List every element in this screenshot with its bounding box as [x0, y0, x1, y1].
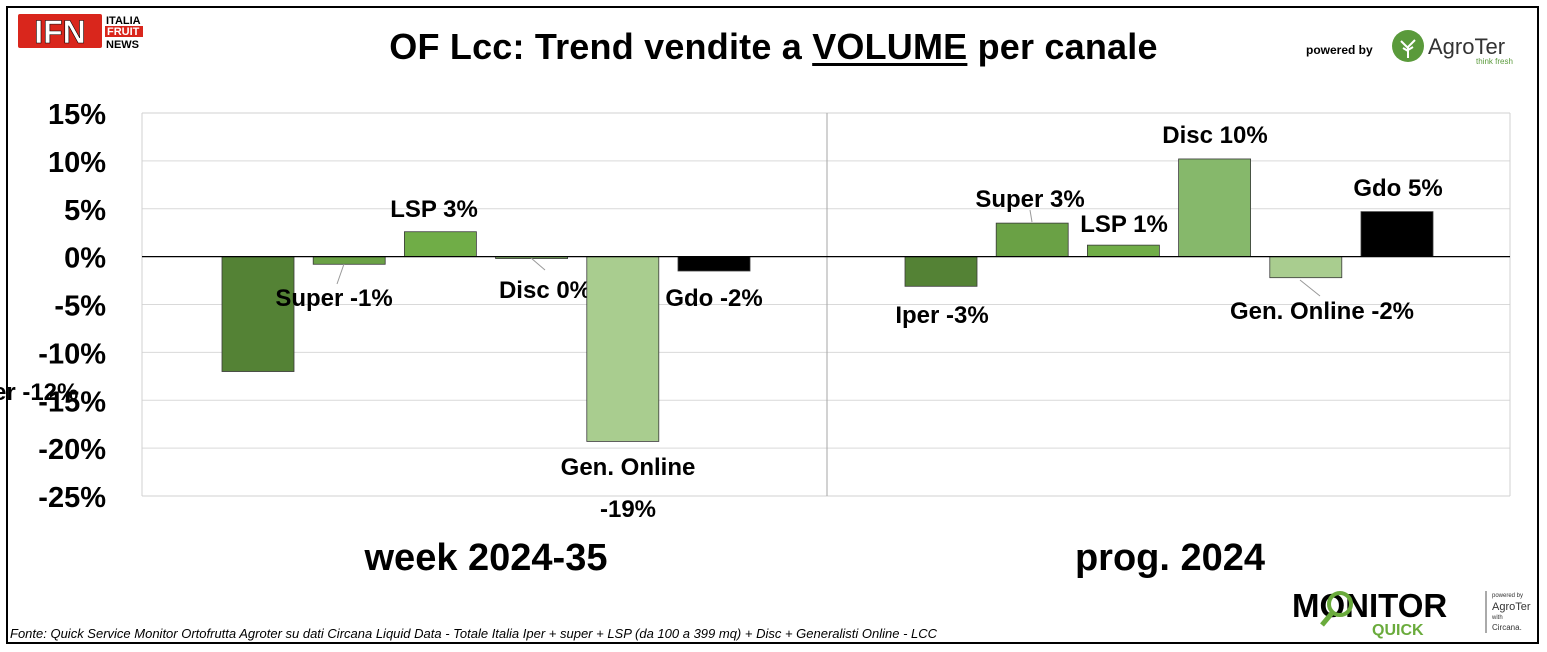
- logo-main-text: IFN: [34, 14, 86, 50]
- y-tick-label: -20%: [38, 434, 106, 466]
- y-tick-label: -10%: [38, 338, 106, 370]
- bar-gen-online-2: [1269, 256, 1343, 279]
- data-label: LSP 1%: [1080, 211, 1168, 238]
- data-label: Disc 10%: [1162, 122, 1267, 149]
- monitor-word: MONITOR: [1292, 587, 1447, 624]
- bar-iper-1: [221, 256, 295, 372]
- badge-with: with: [1491, 615, 1503, 621]
- y-tick-label: 15%: [48, 99, 106, 131]
- agroter-tagline: think fresh: [1476, 57, 1513, 66]
- logo-line-2: FRUIT: [107, 26, 140, 38]
- leader-line: [530, 257, 546, 271]
- monitor-quick-logo: MONITOR QUICK powered by AgroTer with Ci…: [1292, 587, 1542, 644]
- y-tick-label: -5%: [54, 291, 106, 323]
- data-label: Gdo -2%: [665, 285, 762, 312]
- data-label: Gdo 5%: [1353, 175, 1442, 202]
- page-title: OF Lcc: Trend vendite a VOLUME per canal…: [0, 26, 1547, 68]
- bar-lsp-1: [403, 231, 477, 258]
- y-tick-label: 0%: [64, 243, 106, 275]
- leader-line: [1299, 279, 1321, 297]
- group-label: week 2024-35: [364, 537, 608, 579]
- leader-line: [1029, 209, 1033, 223]
- data-label: -19%: [600, 496, 656, 523]
- title-prefix: OF Lcc: Trend vendite a: [389, 26, 813, 67]
- agroter-brand: AgroTer: [1428, 34, 1505, 59]
- data-label: Gen. Online -2%: [1230, 298, 1414, 325]
- badge-partner: Circana.: [1492, 623, 1522, 632]
- logo-line-1: ITALIA: [106, 15, 141, 27]
- y-tick-label: 10%: [48, 147, 106, 179]
- badge-brand: AgroTer: [1492, 601, 1531, 613]
- bar-super-2: [995, 222, 1069, 258]
- y-tick-label: -15%: [38, 386, 106, 418]
- data-label: Disc 0%: [499, 277, 591, 304]
- tree-icon: [1400, 39, 1416, 58]
- bar-gdo-1: [677, 256, 751, 272]
- title-suffix: per canale: [967, 26, 1158, 67]
- source-note: Fonte: Quick Service Monitor Ortofrutta …: [10, 626, 938, 641]
- title-underlined: VOLUME: [812, 26, 968, 67]
- y-tick-label: 5%: [64, 195, 106, 227]
- powered-by-label: powered by: [1306, 43, 1373, 57]
- bar-gen-online-1: [586, 256, 660, 442]
- agroter-logo: AgroTer think fresh: [1390, 28, 1520, 73]
- data-label: Super -1%: [275, 285, 392, 312]
- y-tick-label: -25%: [38, 482, 106, 514]
- ifn-logo: IFN ITALIA FRUIT NEWS: [18, 14, 168, 57]
- bar-super-1: [312, 256, 386, 265]
- magnifier-icon: [1327, 591, 1353, 617]
- data-label: Iper -3%: [895, 302, 988, 329]
- data-label: Gen. Online: [561, 454, 696, 481]
- bar-iper-2: [904, 256, 978, 287]
- bar-gdo-2: [1360, 211, 1434, 258]
- data-label: Super 3%: [975, 186, 1084, 213]
- logo-line-3: NEWS: [106, 39, 139, 51]
- bar-disc-2: [1178, 158, 1251, 258]
- badge-powered: powered by: [1492, 593, 1523, 599]
- bar-lsp-2: [1087, 244, 1160, 258]
- data-label: LSP 3%: [390, 196, 478, 223]
- group-label: prog. 2024: [1075, 537, 1265, 579]
- data-label: Iper -12%: [0, 379, 78, 406]
- monitor-sub: QUICK: [1372, 622, 1424, 639]
- leader-line: [336, 263, 345, 285]
